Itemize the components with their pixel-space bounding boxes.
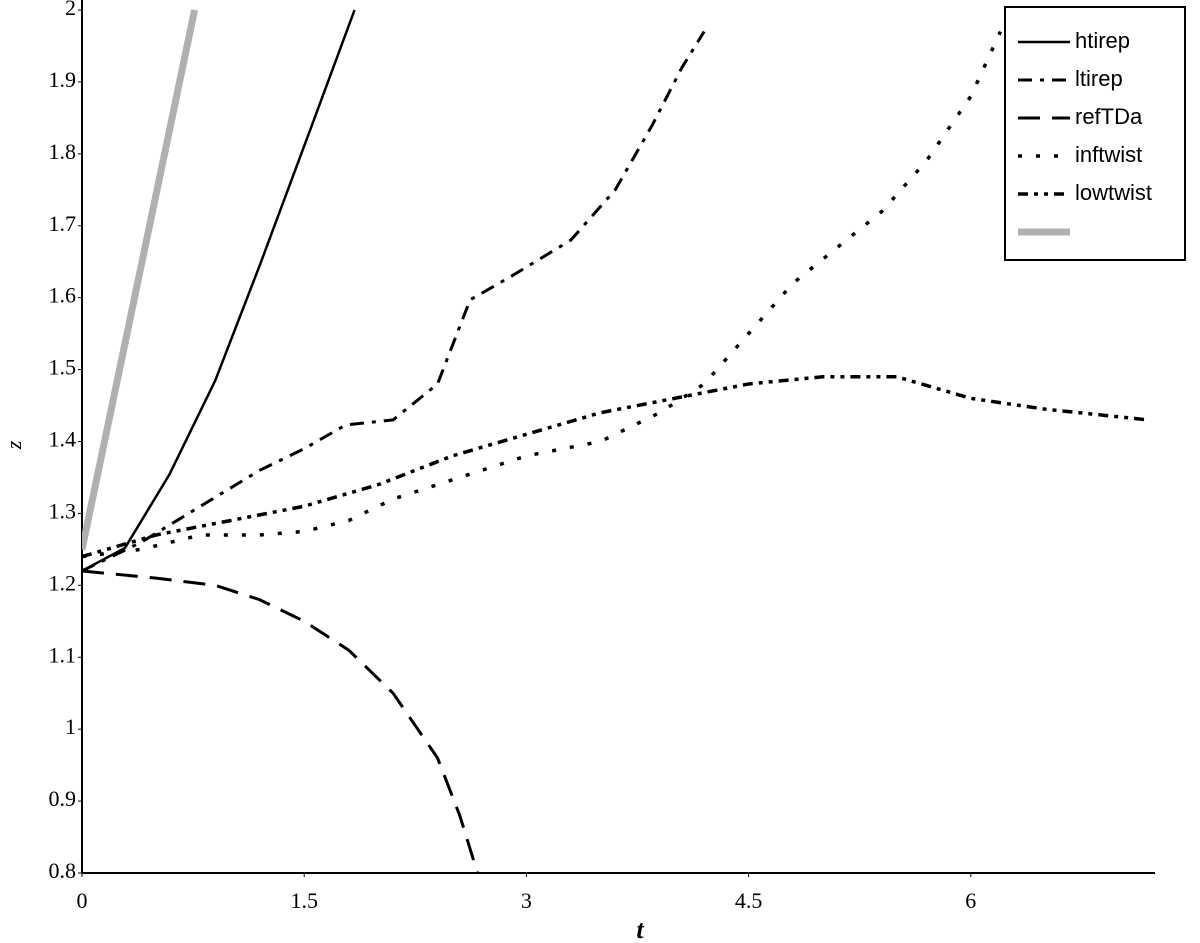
x-axis-label: t (636, 915, 644, 943)
y-tick-label: 1.4 (49, 427, 77, 452)
y-tick-label: 1.3 (49, 498, 77, 523)
series-line (82, 9, 356, 573)
x-tick-label: 4.5 (735, 888, 763, 913)
y-tick-label: 0.8 (49, 858, 77, 883)
series-line (82, 9, 199, 551)
y-tick-label: 1.5 (49, 355, 77, 380)
y-tick-label: 1.9 (49, 67, 77, 92)
series-line (82, 375, 1149, 559)
x-tick-label: 3 (521, 888, 532, 913)
y-tick-label: 1.6 (49, 283, 77, 308)
y-axis-label: z (1, 440, 26, 450)
y-tick-label: 1.1 (49, 642, 77, 667)
y-tick-label: 2 (65, 0, 76, 20)
legend-label: htirep (1075, 28, 1130, 53)
legend (1004, 6, 1186, 261)
plot-area (82, 9, 1149, 873)
y-tick-label: 1.7 (49, 211, 77, 236)
legend-label: refTDa (1075, 104, 1143, 129)
y-tick-label: 1 (65, 714, 76, 739)
series-line (82, 30, 706, 573)
y-tick-label: 1.2 (49, 570, 77, 595)
legend-label: ltirep (1075, 66, 1123, 91)
series-line (82, 30, 1003, 559)
x-tick-label: 6 (965, 888, 976, 913)
y-tick-label: 0.9 (49, 786, 77, 811)
series-line (82, 569, 479, 873)
x-tick-label: 0 (77, 888, 88, 913)
x-tick-label: 1.5 (290, 888, 318, 913)
y-tick-label: 1.8 (49, 139, 77, 164)
legend-label: lowtwist (1075, 180, 1152, 205)
legend-label: inftwist (1075, 142, 1142, 167)
